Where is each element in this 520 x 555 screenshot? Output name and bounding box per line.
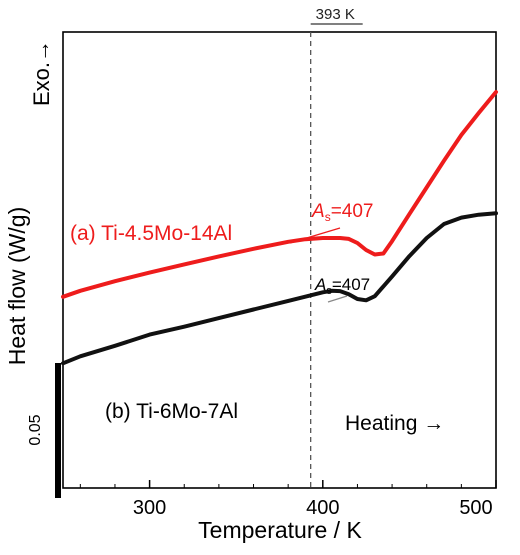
series-a-as-prefix: A (311, 201, 325, 222)
reference-line-label: 393 K (316, 6, 355, 23)
series-b-label: (b) Ti-6Mo-7Al (105, 400, 238, 423)
series-layer (61, 90, 498, 366)
x-tick-label-400: 400 (306, 497, 339, 519)
series-b-as-sub: s (326, 285, 332, 297)
scale-bar-label: 0.05 (27, 414, 44, 445)
series-line-b (61, 211, 498, 366)
series-b-as-pointer (327, 295, 348, 303)
series-b-as-prefix: A (314, 275, 326, 294)
series-a-as-value: =407 (331, 201, 374, 222)
series-a-as-annotation: As=407 (311, 201, 373, 224)
x-axis-label: Temperature / K (198, 517, 362, 543)
plot-frame (62, 31, 497, 489)
series-line-a (61, 90, 498, 299)
series-a-as-pointer (289, 227, 341, 244)
series-a-as-sub: s (325, 210, 331, 224)
exo-direction-label: Exo.→ (29, 40, 54, 106)
series-a-label: (a) Ti-4.5Mo-14Al (70, 222, 232, 245)
x-tick-label-300: 300 (133, 497, 166, 519)
heating-direction-label: Heating → (345, 412, 444, 435)
ticks-layer: 300 400 500 (79, 480, 497, 519)
series-b-as-annotation: As=407 (314, 275, 370, 297)
series-b-as-value: =407 (332, 275, 370, 294)
x-tick-label-500: 500 (459, 497, 492, 519)
y-axis-label: Heat flow (W/g) (4, 207, 30, 365)
